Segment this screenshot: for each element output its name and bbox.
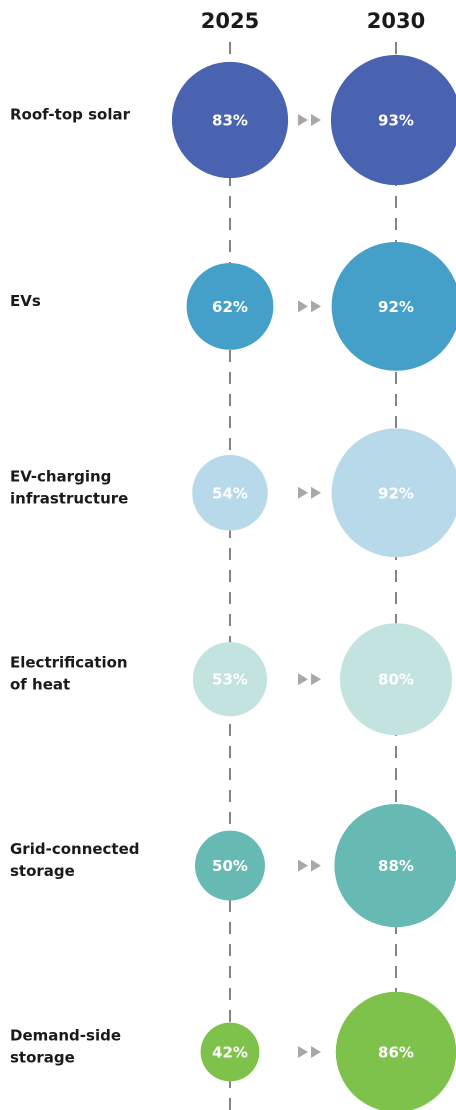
- value-label: 86%: [378, 1044, 414, 1062]
- arrow: [311, 1046, 321, 1058]
- category-label: Demand-side: [10, 1027, 121, 1045]
- category-label: EV-charging: [10, 467, 111, 485]
- bubble: [335, 991, 456, 1110]
- bubble: [334, 804, 456, 928]
- value-label: 62%: [212, 298, 248, 316]
- arrow: [298, 300, 308, 313]
- category-label: infrastructure: [10, 489, 128, 507]
- bubble: [340, 623, 452, 736]
- bubble: [331, 242, 456, 371]
- category-label: storage: [10, 862, 75, 880]
- value-label: 53%: [212, 671, 248, 689]
- value-label: 88%: [378, 857, 414, 875]
- bubble: [330, 54, 456, 186]
- arrow: [298, 1046, 308, 1058]
- category-label: Grid-connected: [10, 840, 140, 858]
- arrow: [298, 859, 308, 872]
- value-label: 93%: [378, 112, 414, 130]
- arrow: [311, 486, 321, 499]
- bubble: [186, 263, 274, 350]
- column-header: 2025: [201, 9, 259, 33]
- bubble: [192, 642, 268, 717]
- value-label: 80%: [378, 671, 414, 689]
- category-label: Roof-top solar: [10, 106, 131, 124]
- category-label: of heat: [10, 676, 70, 694]
- value-label: 92%: [378, 484, 414, 502]
- category-label: Electrification: [10, 654, 128, 672]
- arrow: [311, 114, 321, 126]
- guides: [229, 42, 397, 1110]
- arrow: [311, 859, 321, 872]
- value-label: 54%: [212, 484, 248, 502]
- category-label: EVs: [10, 292, 41, 310]
- arrow: [298, 114, 308, 126]
- arrow: [298, 673, 308, 686]
- value-label: 50%: [212, 857, 248, 875]
- arrow: [311, 673, 321, 686]
- value-label: 42%: [212, 1044, 248, 1062]
- column-header: 2030: [367, 9, 425, 33]
- value-label: 83%: [212, 112, 248, 130]
- bubble: [331, 428, 456, 558]
- arrow: [311, 300, 321, 313]
- value-label: 92%: [378, 298, 414, 316]
- category-label: storage: [10, 1049, 75, 1067]
- bubble: [192, 455, 268, 531]
- bubble: [200, 1022, 260, 1082]
- bubble: [171, 61, 289, 179]
- arrow: [298, 486, 308, 499]
- bubble: [195, 830, 265, 901]
